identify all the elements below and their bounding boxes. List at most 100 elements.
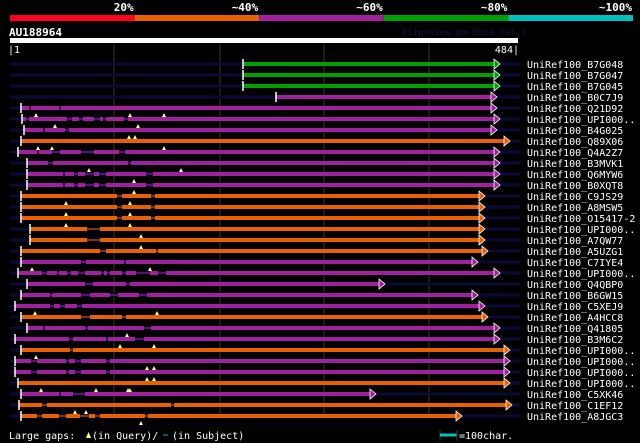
hit-row[interactable]: UniRef100_B0XQT8 bbox=[10, 179, 623, 194]
hit-label[interactable]: UniRef100_C1EF12 bbox=[527, 401, 623, 412]
hit-label[interactable]: UniRef100_Q21D92 bbox=[527, 104, 623, 115]
hit-row[interactable]: UniRef100_B0C7J9 bbox=[10, 91, 623, 104]
hit-row[interactable]: UniRef100_Q89X06 bbox=[10, 135, 623, 150]
alignment-segment bbox=[27, 326, 43, 330]
hit-row[interactable]: UniRef100_Q21D92 bbox=[10, 102, 623, 117]
hit-row[interactable]: UniRef100_UPI000.. bbox=[10, 366, 635, 381]
alignment-segment bbox=[21, 315, 81, 319]
alignment-segment bbox=[243, 73, 495, 77]
hit-row[interactable]: UniRef100_C9JS29 bbox=[10, 190, 623, 205]
hit-label[interactable]: UniRef100_A4HCC8 bbox=[527, 313, 623, 324]
hit-label[interactable]: UniRef100_UPI000.. bbox=[527, 357, 635, 368]
alignment-segment bbox=[85, 271, 101, 275]
query-gap-marker-icon bbox=[53, 124, 57, 128]
alignment-arrow-icon bbox=[493, 146, 501, 158]
hit-label[interactable]: UniRef100_Q4A2Z7 bbox=[527, 148, 623, 159]
hit-label[interactable]: UniRef100_UPI000.. bbox=[527, 115, 635, 126]
alignment-segment bbox=[88, 326, 144, 330]
alignment-segment bbox=[94, 150, 119, 154]
alignment-segment bbox=[30, 238, 87, 242]
alignment-segment bbox=[69, 128, 492, 132]
hit-row[interactable]: UniRef100_C7IYE4 bbox=[10, 256, 623, 271]
hit-label[interactable]: UniRef100_B3MVK1 bbox=[527, 159, 623, 170]
alignment-segment bbox=[94, 183, 99, 187]
hit-row[interactable]: UniRef100_B7G048 bbox=[10, 58, 623, 71]
alignment-arrow-icon bbox=[481, 245, 489, 257]
hit-row[interactable]: UniRef100_UPI000.. bbox=[10, 223, 635, 238]
hit-row[interactable]: UniRef100_B3MVK1 bbox=[10, 157, 623, 172]
hit-label[interactable]: UniRef100_UPI000.. bbox=[527, 269, 635, 280]
alignment-arrow-icon bbox=[503, 377, 511, 389]
hit-row[interactable]: UniRef100_A4HCC8 bbox=[10, 311, 623, 324]
hit-row[interactable]: UniRef100_Q41805 bbox=[10, 322, 623, 337]
hit-row[interactable]: UniRef100_A8JGC3 bbox=[10, 410, 623, 425]
query-gap-label: (in Query)/ bbox=[92, 431, 158, 442]
hit-label[interactable]: UniRef100_B4G025 bbox=[527, 126, 623, 137]
hit-label[interactable]: UniRef100_C9JS29 bbox=[527, 192, 623, 203]
alignment-segment bbox=[27, 172, 63, 176]
hit-label[interactable]: UniRef100_C5XEJ9 bbox=[527, 302, 623, 313]
hit-row[interactable]: UniRef100_C5XK46 bbox=[10, 388, 623, 401]
hit-label[interactable]: UniRef100_B0XQT8 bbox=[527, 181, 623, 192]
hit-label[interactable]: UniRef100_UPI000.. bbox=[527, 346, 635, 357]
alignment-segment bbox=[166, 271, 495, 275]
alignment-segment bbox=[21, 205, 117, 209]
hit-row[interactable]: UniRef100_B7G045 bbox=[10, 80, 623, 93]
hit-label[interactable]: UniRef100_A7QW77 bbox=[527, 236, 623, 247]
hit-row[interactable]: UniRef100_B6GW15 bbox=[10, 289, 623, 302]
hit-row[interactable]: UniRef100_UPI000.. bbox=[10, 355, 635, 370]
alignment-arrow-icon bbox=[471, 289, 479, 301]
hit-label[interactable]: UniRef100_Q89X06 bbox=[527, 137, 623, 148]
alignment-segment bbox=[18, 271, 42, 275]
hit-label[interactable]: UniRef100_UPI000.. bbox=[527, 225, 635, 236]
hit-row[interactable]: UniRef100_UPI000.. bbox=[10, 344, 635, 359]
hit-label[interactable]: UniRef100_B3M6C2 bbox=[527, 335, 623, 346]
hit-label[interactable]: UniRef100_UPI000.. bbox=[527, 379, 635, 390]
hit-row[interactable]: UniRef100_O15417-2 bbox=[10, 212, 635, 227]
hit-label[interactable]: UniRef100_Q6MYW6 bbox=[527, 170, 623, 181]
legend-label: ~80% bbox=[481, 1, 508, 14]
hit-row[interactable]: UniRef100_UPI000.. bbox=[10, 377, 635, 392]
hit-row[interactable]: UniRef100_B3M6C2 bbox=[10, 333, 623, 348]
hit-label[interactable]: UniRef100_C7IYE4 bbox=[527, 258, 623, 269]
alignment-segment bbox=[100, 238, 480, 242]
query-gap-marker-icon bbox=[84, 410, 88, 414]
alignment-arrow-icon bbox=[503, 366, 511, 378]
alignment-arrow-icon bbox=[503, 135, 511, 147]
hit-label[interactable]: UniRef100_B0C7J9 bbox=[527, 93, 623, 104]
hit-row[interactable]: UniRef100_C1EF12 bbox=[10, 399, 623, 414]
hit-label[interactable]: UniRef100_Q4QBP0 bbox=[527, 280, 623, 291]
hit-label[interactable]: UniRef100_UPI000.. bbox=[527, 368, 635, 379]
hit-row[interactable]: UniRef100_A8MSW5 bbox=[10, 201, 623, 216]
hit-row[interactable]: UniRef100_Q4QBP0 bbox=[10, 278, 623, 291]
hit-row[interactable]: UniRef100_C5XEJ9 bbox=[10, 300, 623, 315]
hit-row[interactable]: UniRef100_A5UZG1 bbox=[10, 245, 623, 258]
hit-label[interactable]: UniRef100_B7G048 bbox=[527, 60, 623, 71]
alignment-segment bbox=[126, 271, 136, 275]
hit-label[interactable]: UniRef100_B7G047 bbox=[527, 71, 623, 82]
alignment-segment bbox=[21, 392, 59, 396]
hit-label[interactable]: UniRef100_B7G045 bbox=[527, 82, 623, 93]
hit-label[interactable]: UniRef100_A8MSW5 bbox=[527, 203, 623, 214]
legend-label: 20% bbox=[114, 1, 134, 14]
hit-label[interactable]: UniRef100_Q41805 bbox=[527, 324, 623, 335]
hit-label[interactable]: UniRef100_A5UZG1 bbox=[527, 247, 623, 258]
alignment-segment bbox=[106, 249, 156, 253]
alignment-segment bbox=[174, 403, 507, 407]
query-gap-marker-icon bbox=[64, 223, 68, 227]
hit-row[interactable]: UniRef100_UPI000.. bbox=[10, 267, 635, 280]
hit-label[interactable]: UniRef100_B6GW15 bbox=[527, 291, 623, 302]
hit-row[interactable]: UniRef100_B7G047 bbox=[10, 69, 623, 82]
hit-row[interactable]: UniRef100_B4G025 bbox=[10, 124, 623, 139]
alignment-segment bbox=[24, 128, 43, 132]
hit-row[interactable]: UniRef100_Q4A2Z7 bbox=[10, 146, 623, 159]
hit-row[interactable]: UniRef100_Q6MYW6 bbox=[10, 168, 623, 183]
hit-row[interactable]: UniRef100_A7QW77 bbox=[10, 234, 623, 249]
query-gap-marker-icon bbox=[132, 190, 136, 194]
hit-label[interactable]: UniRef100_A8JGC3 bbox=[527, 412, 623, 423]
hit-label[interactable]: UniRef100_C5XK46 bbox=[527, 390, 623, 401]
hit-label[interactable]: UniRef100_O15417-2 bbox=[527, 214, 635, 225]
hit-row[interactable]: UniRef100_UPI000.. bbox=[10, 113, 635, 128]
alignment-segment bbox=[65, 304, 77, 308]
query-gap-marker-icon bbox=[33, 311, 37, 315]
